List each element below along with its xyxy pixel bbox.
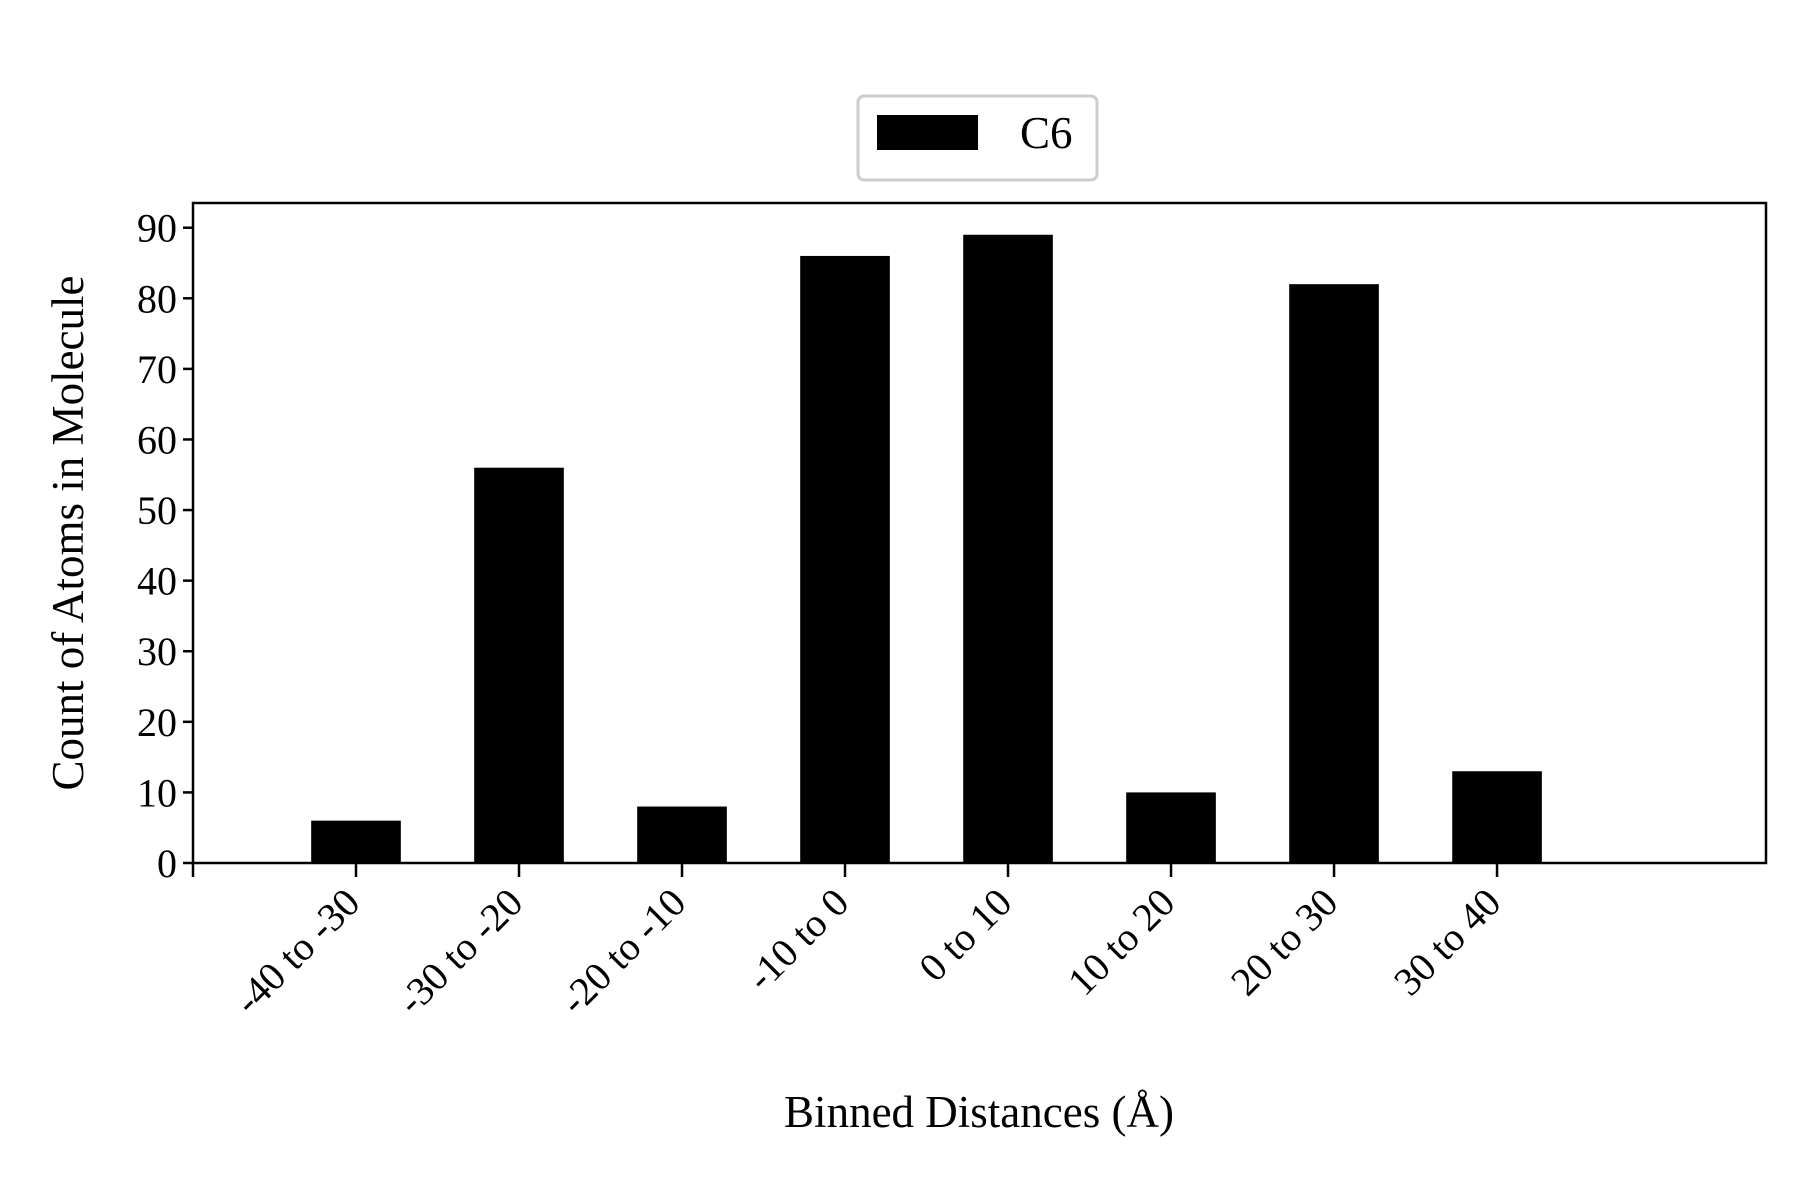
bar--30_to_-20 — [474, 467, 564, 863]
x-tick-label--40_to_-30: -40 to -30 — [225, 880, 368, 1023]
x-tick-label-30_to_40: 30 to 40 — [1385, 880, 1510, 1005]
y-tick-label-40: 40 — [137, 559, 177, 604]
bar-10_to_20 — [1126, 792, 1216, 863]
y-tick-label-80: 80 — [137, 276, 177, 321]
y-tick-label-70: 70 — [137, 347, 177, 392]
bars — [311, 234, 1542, 863]
bar-0_to_10 — [963, 234, 1053, 863]
y-tick-label-20: 20 — [137, 700, 177, 745]
bar--20_to_-10 — [637, 806, 727, 863]
legend: C6 — [856, 94, 1099, 182]
plot-frame — [191, 201, 1768, 865]
y-tick-label-0: 0 — [157, 841, 177, 886]
y-tick-label-30: 30 — [137, 629, 177, 674]
x-tick-label-20_to_30: 20 to 30 — [1222, 880, 1347, 1005]
x-tick-label--20_to_-10: -20 to -10 — [551, 880, 694, 1023]
x-tick-label--10_to_0: -10 to 0 — [738, 880, 858, 1000]
x-tick-label-0_to_10: 0 to 10 — [910, 880, 1020, 990]
x-tick-label--30_to_-20: -30 to -20 — [388, 880, 531, 1023]
bar--10_to_0 — [800, 255, 890, 863]
x-axis-label: Binned Distances (Å) — [784, 1087, 1174, 1137]
y-tick-label-60: 60 — [137, 417, 177, 462]
x-axis: -40 to -30 -30 to -20 -20 to -10 -10 to 0 0 … — [191, 863, 1510, 1023]
x-tick-label-10_to_20: 10 to 20 — [1059, 880, 1184, 1005]
bar-30_to_40 — [1452, 771, 1542, 863]
y-axis-label: Count of Atoms in Molecule — [43, 276, 93, 791]
y-tick-label-50: 50 — [137, 488, 177, 533]
y-tick-label-10: 10 — [137, 770, 177, 815]
bar--40_to_-30 — [311, 820, 401, 863]
legend-label: C6 — [1020, 108, 1073, 158]
bar-20_to_30 — [1289, 284, 1379, 863]
legend-swatch — [877, 115, 978, 150]
y-axis: 0 10 20 30 40 50 60 70 80 90 — [137, 206, 193, 886]
y-tick-label-90: 90 — [137, 206, 177, 251]
